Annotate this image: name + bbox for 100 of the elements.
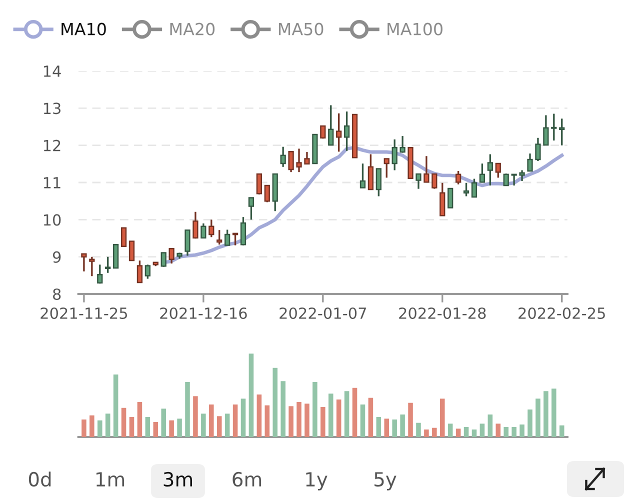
bar [432, 428, 437, 437]
bar [90, 415, 94, 437]
candlestick [192, 211, 198, 240]
candlestick [376, 168, 382, 198]
bar [544, 391, 548, 437]
text: 6m [232, 472, 262, 487]
y-tick-label: 14 [44, 66, 61, 77]
candlestick [168, 248, 174, 264]
candlestick [288, 150, 294, 173]
bar [408, 402, 413, 437]
bar [129, 417, 134, 437]
candlestick [328, 104, 334, 146]
bar [448, 424, 453, 437]
bar [248, 354, 254, 437]
bar [328, 394, 334, 437]
y-tick-label: 10 [44, 214, 61, 226]
bar [296, 402, 302, 437]
candlestick [455, 170, 462, 186]
legend-label: MA10 [62, 22, 106, 36]
bar [559, 425, 564, 437]
candlestick [216, 229, 222, 246]
candlestick [120, 227, 127, 248]
candlestick [479, 162, 486, 183]
candlestick [232, 232, 238, 246]
y-tick-label: 9 [52, 251, 61, 263]
bar [552, 388, 556, 437]
bar [312, 382, 318, 437]
bar [344, 391, 350, 437]
bar [137, 402, 142, 437]
bar [161, 408, 166, 437]
bar [528, 410, 532, 437]
candlestick [344, 110, 350, 152]
candlestick [503, 172, 509, 186]
bar [424, 430, 429, 437]
candlestick [487, 153, 493, 186]
candlestick [320, 125, 326, 140]
bar [193, 396, 198, 437]
text: 5y [374, 472, 396, 490]
candlestick [511, 173, 517, 186]
bar [82, 420, 86, 437]
bar [384, 418, 390, 437]
y-tick-label: 12 [44, 140, 60, 152]
candlestick [97, 264, 103, 284]
legend-label: MA50 [278, 22, 324, 36]
candlestick [424, 155, 430, 183]
bar [169, 420, 174, 437]
candlestick [304, 151, 310, 166]
candlestick [336, 112, 342, 152]
candlestick [112, 244, 119, 269]
bar [472, 430, 477, 437]
candlestick [471, 178, 478, 198]
candlestick [160, 252, 166, 268]
candlestick [184, 229, 190, 257]
legend-label: MA20 [170, 22, 215, 36]
bar [256, 394, 262, 437]
bar [105, 414, 110, 437]
text: 3m [164, 472, 192, 487]
bar [264, 405, 270, 437]
bar [392, 420, 397, 437]
x-tick-label: 2021-11-25 [40, 307, 128, 320]
bar [456, 428, 461, 437]
candlestick [448, 188, 454, 208]
candlestick [136, 260, 143, 284]
bar [496, 424, 501, 437]
x-tick-label: 2022-01-28 [399, 307, 486, 320]
bar [480, 424, 485, 437]
candlestick [208, 218, 214, 238]
text: 0d [28, 472, 51, 487]
bar [368, 398, 374, 437]
bar [153, 422, 158, 437]
bar [520, 424, 524, 437]
bar [216, 416, 222, 437]
bar [201, 414, 206, 437]
bar [360, 404, 366, 437]
candlestick [81, 253, 87, 272]
text: 1y [306, 472, 328, 490]
bar [288, 406, 294, 437]
candlestick [200, 222, 206, 239]
y-tick-label: 11 [44, 177, 60, 188]
bar [512, 427, 516, 437]
x-tick-label: 2022-02-25 [518, 307, 605, 320]
candlestick [144, 264, 150, 280]
candlestick [535, 137, 541, 162]
x-tick-label: 2021-12-16 [160, 307, 247, 320]
candlestick [368, 153, 374, 190]
candlestick [463, 182, 470, 198]
candlestick [551, 112, 557, 142]
bar [280, 381, 286, 437]
bar [400, 414, 405, 437]
candlestick [240, 216, 246, 246]
candlestick [264, 184, 270, 204]
candlestick [495, 162, 501, 179]
bar [488, 414, 493, 437]
bar [416, 422, 421, 437]
bar [536, 398, 540, 437]
text: 1m [96, 472, 124, 486]
bar [177, 418, 182, 437]
bar [272, 368, 278, 437]
candlestick [256, 173, 262, 196]
candlestick [440, 182, 446, 216]
